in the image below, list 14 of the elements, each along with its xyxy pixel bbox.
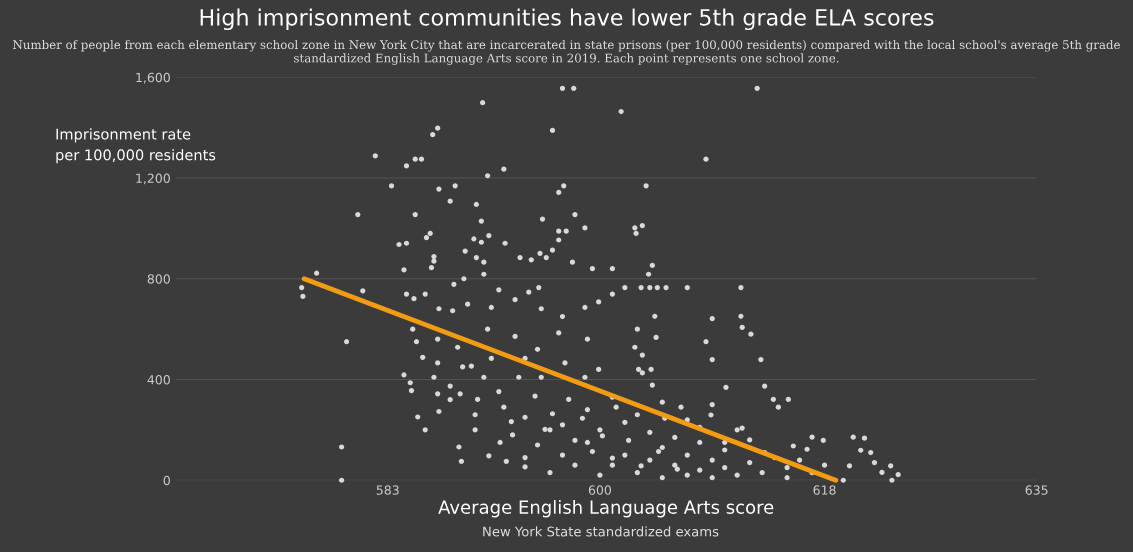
x-tick-label: 583 <box>376 485 399 495</box>
x-tick-label: 618 <box>813 485 836 495</box>
chart-title: High imprisonment communities have lower 5th grade ELA scores <box>200 8 934 31</box>
text: New York State standardized exams <box>483 526 719 537</box>
y-axis-title: Imprisonment rate per 100,000 residents <box>56 128 216 164</box>
x-axis-title: Average English Language Arts score <box>438 499 774 518</box>
y-tick-label: 0 <box>163 475 170 486</box>
x-tick-label: 600 <box>588 485 612 495</box>
y-tick-label: 800 <box>147 274 170 284</box>
y-tick-label: 1,200 <box>136 173 170 185</box>
y-tick-label: 1,600 <box>136 72 170 84</box>
y-tick-label: 400 <box>147 374 170 385</box>
chart-subtitle: Number of people from each elementary school zone in New York City that are incarcerated in state prisons (per 100,000 residents) compared with the local school's average 5th grade standardized English Language Arts score in 2019. Each point represents one school zone. <box>13 39 1120 65</box>
x-tick-label: 635 <box>1025 485 1048 495</box>
